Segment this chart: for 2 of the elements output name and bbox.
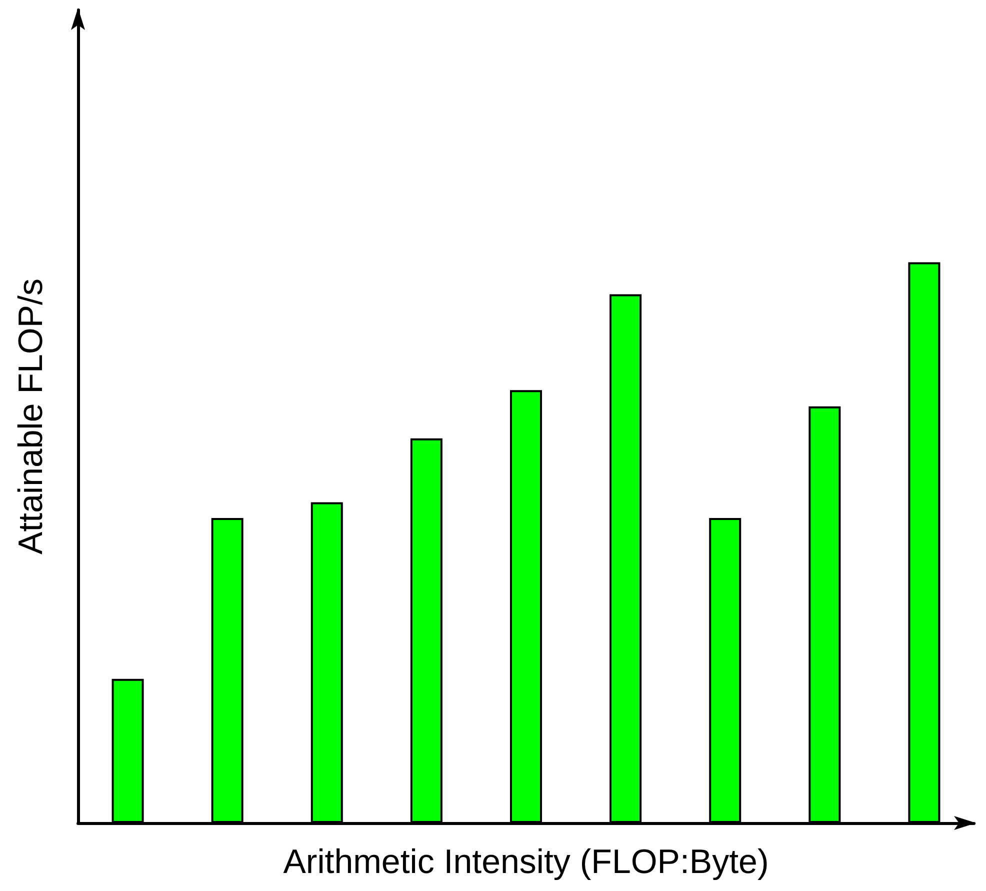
x-axis-title: Arithmetic Intensity (FLOP:Byte) [283, 843, 769, 881]
y-axis-title: Attainable FLOP/s [12, 278, 50, 554]
